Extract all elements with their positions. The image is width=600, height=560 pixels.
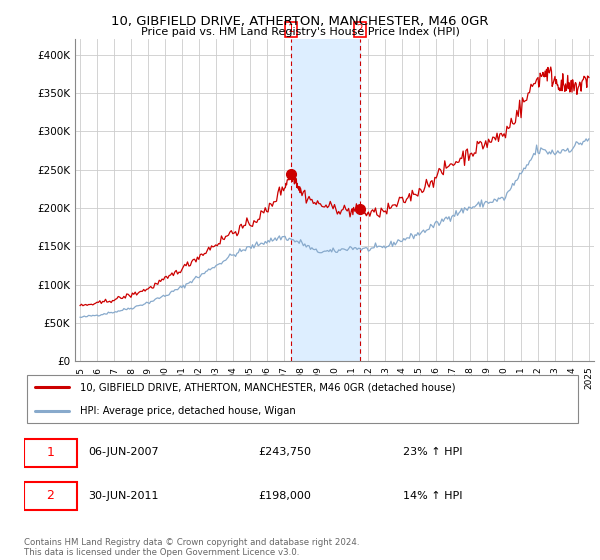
Bar xyxy=(291,39,360,361)
Text: 10, GIBFIELD DRIVE, ATHERTON, MANCHESTER, M46 0GR: 10, GIBFIELD DRIVE, ATHERTON, MANCHESTER… xyxy=(111,15,489,28)
Text: Contains HM Land Registry data © Crown copyright and database right 2024.
This d: Contains HM Land Registry data © Crown c… xyxy=(24,538,359,557)
Text: £198,000: £198,000 xyxy=(259,491,311,501)
FancyBboxPatch shape xyxy=(27,375,578,423)
Text: £243,750: £243,750 xyxy=(259,447,311,458)
Text: 2: 2 xyxy=(46,489,54,502)
Text: Price paid vs. HM Land Registry's House Price Index (HPI): Price paid vs. HM Land Registry's House … xyxy=(140,27,460,37)
Text: 1: 1 xyxy=(46,446,54,459)
Text: 23% ↑ HPI: 23% ↑ HPI xyxy=(403,447,463,458)
Text: 14% ↑ HPI: 14% ↑ HPI xyxy=(403,491,463,501)
Text: 30-JUN-2011: 30-JUN-2011 xyxy=(88,491,158,501)
Text: 2: 2 xyxy=(356,25,363,34)
Text: 1: 1 xyxy=(287,25,294,34)
FancyBboxPatch shape xyxy=(24,482,77,510)
Text: HPI: Average price, detached house, Wigan: HPI: Average price, detached house, Wiga… xyxy=(80,405,296,416)
Text: 10, GIBFIELD DRIVE, ATHERTON, MANCHESTER, M46 0GR (detached house): 10, GIBFIELD DRIVE, ATHERTON, MANCHESTER… xyxy=(80,382,455,393)
FancyBboxPatch shape xyxy=(24,439,77,467)
Text: 06-JUN-2007: 06-JUN-2007 xyxy=(88,447,159,458)
